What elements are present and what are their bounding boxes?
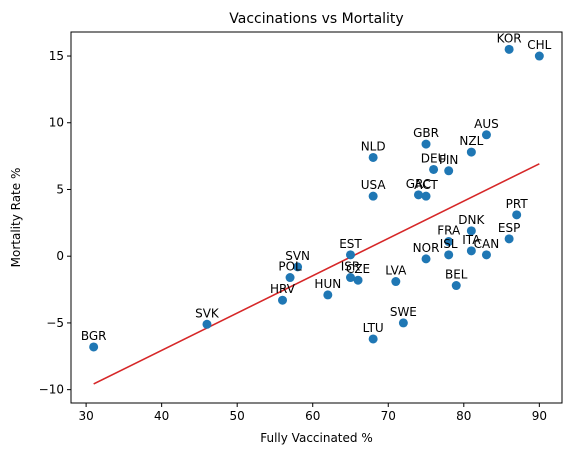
data-point-est [345,250,355,260]
data-point-aus [481,130,491,140]
data-point-pol [285,273,295,283]
data-point-bgr [89,342,99,352]
point-label-dnk: DNK [458,213,485,227]
trend-line-group [93,163,540,385]
point-label-ita: ITA [462,233,481,247]
y-tick-label: −10 [39,383,64,397]
point-label-act: ACT [414,178,438,192]
point-label-prt: PRT [506,197,529,211]
x-tick-label: 70 [381,409,396,423]
x-tick-label: 60 [305,409,320,423]
data-point-lva [391,277,401,287]
data-points [89,44,544,352]
data-point-prt [512,210,522,220]
point-label-svk: SVK [195,306,220,320]
data-point-bel [451,281,461,291]
data-point-usa [368,191,378,201]
x-axis-label: Fully Vaccinated % [260,431,372,445]
point-label-fin: FIN [439,153,458,167]
x-tick-label: 50 [230,409,245,423]
x-tick-label: 80 [456,409,471,423]
point-label-gbr: GBR [413,126,439,140]
y-tick-label: 5 [56,182,64,196]
data-point-cze [353,275,363,285]
data-point-chl [534,51,544,61]
data-point-hun [323,290,333,300]
y-tick-label: 15 [49,49,64,63]
plot-frame [70,31,563,404]
point-label-bgr: BGR [81,329,107,343]
point-label-isr: ISR [341,260,361,274]
point-label-svn: SVN [285,249,310,263]
point-label-swe: SWE [390,305,417,319]
data-point-isr [345,273,355,283]
data-point-kor [504,44,514,54]
x-tick-label: 30 [78,409,93,423]
point-label-kor: KOR [497,31,522,45]
axis-ticks: 30 40 50 60 70 80 90 −10 −5 0 5 10 15 [39,49,547,423]
point-label-nor: NOR [413,241,440,255]
data-point-gbr [421,139,431,149]
data-point-nzl [466,147,476,157]
point-label-bel: BEL [445,268,468,282]
point-label-est: EST [339,237,362,251]
point-label-lva: LVA [385,264,407,278]
data-point-ita [466,246,476,256]
data-point-act [421,191,431,201]
x-tick-label: 90 [532,409,547,423]
point-label-nld: NLD [361,139,386,153]
point-label-usa: USA [361,178,387,192]
point-label-isl: ISL [440,237,458,251]
y-tick-label: 10 [49,116,64,130]
point-label-can: CAN [474,237,500,251]
chart-title: Vaccinations vs Mortality [229,11,403,27]
data-point-grc [413,190,423,200]
point-label-hun: HUN [314,277,341,291]
data-point-nld [368,152,378,162]
y-tick-label: −5 [46,316,64,330]
data-point-hrv [278,295,288,305]
x-tick-label: 40 [154,409,169,423]
point-label-ltu: LTU [363,321,384,335]
data-point-fin [444,166,454,176]
data-point-deu [429,164,439,174]
data-point-svn [293,262,303,272]
data-point-ltu [368,334,378,344]
point-label-esp: ESP [498,221,520,235]
data-point-dnk [466,226,476,236]
point-label-aus: AUS [474,117,499,131]
y-tick-label: 0 [56,249,64,263]
data-point-esp [504,234,514,244]
point-label-cze: CZE [346,262,370,276]
point-label-fra: FRA [437,224,461,238]
point-label-deu: DEU [421,151,447,165]
point-label-chl: CHL [527,38,551,52]
point-label-hrv: HRV [270,282,296,296]
data-point-fra [444,237,454,247]
trend-line [93,163,540,385]
point-label-pol: POL [278,260,302,274]
y-axis-label: Mortality Rate % [9,168,23,268]
data-point-swe [398,318,408,328]
data-point-isl [444,250,454,260]
point-label-nzl: NZL [459,134,483,148]
point-label-grc: GRC [406,177,431,191]
data-point-svk [202,319,212,329]
data-point-nor [421,254,431,264]
data-point-can [481,250,491,260]
